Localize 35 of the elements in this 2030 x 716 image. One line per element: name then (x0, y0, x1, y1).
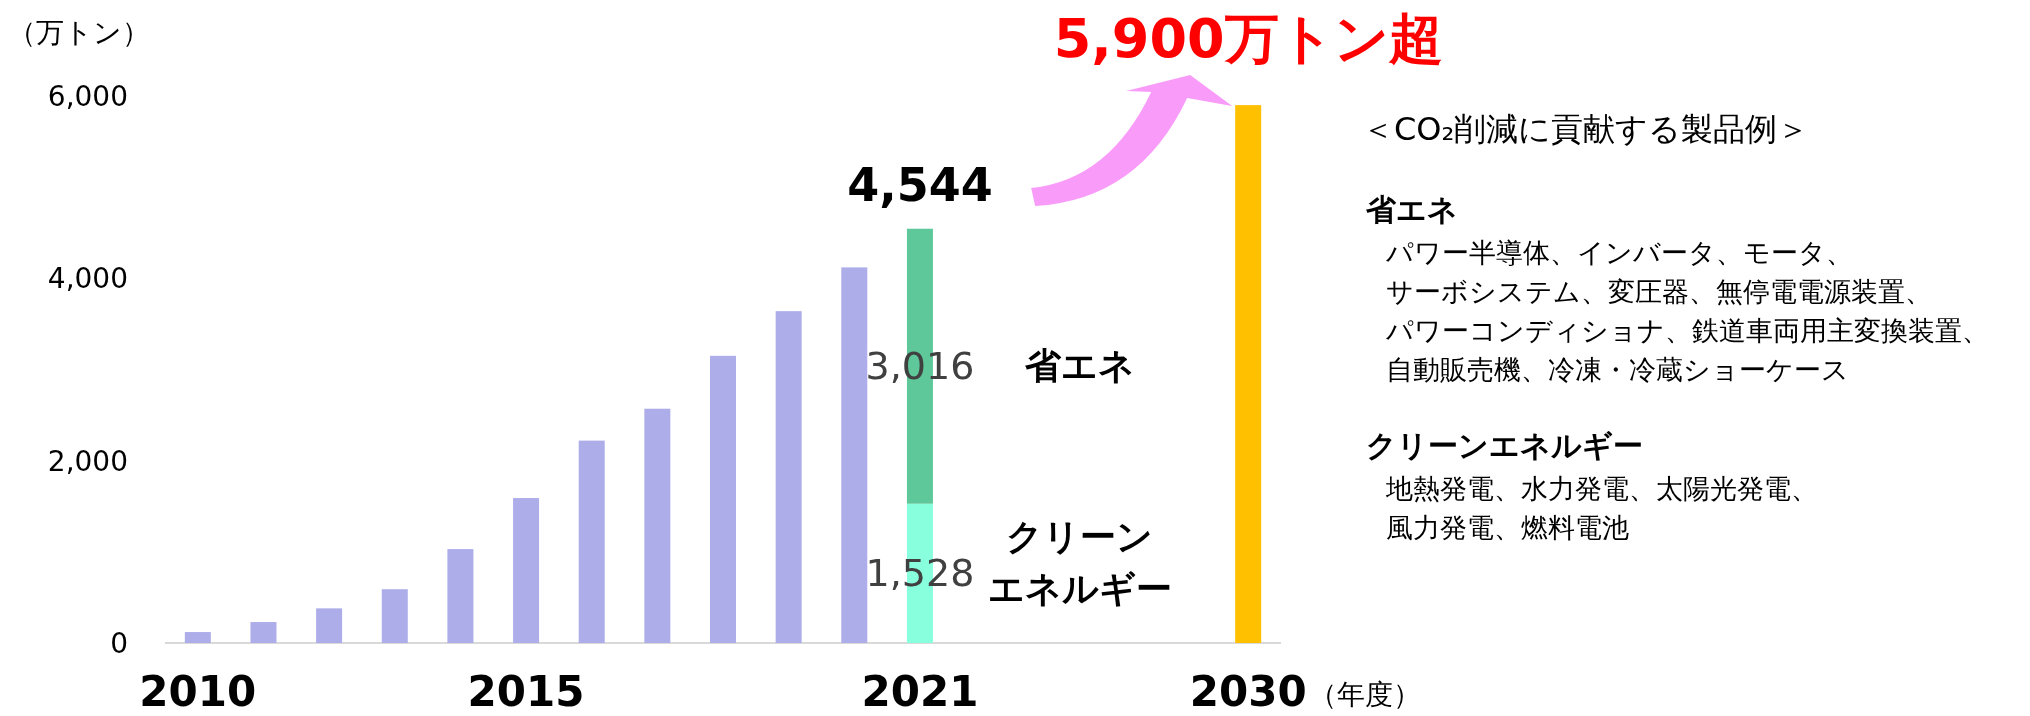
y-tick-label: 6,000 (47, 80, 128, 113)
annotation: 5,900万トン超 (1053, 7, 1443, 71)
bar (644, 408, 671, 643)
y-tick-label: 0 (110, 627, 128, 660)
bar (316, 608, 343, 643)
text: クリーンエネルギー (1366, 428, 1643, 463)
series-label: クリーンエネルギー (987, 516, 1172, 610)
text: パワーコンディショナ、鉄道車両用主変換装置、 (1385, 315, 1989, 346)
text: ＜CO₂削減に貢献する製品例＞ (1362, 110, 1810, 148)
text: 地熱発電、水力発電、太陽光発電、 (1385, 473, 1818, 504)
text: 風力発電、燃料電池 (1386, 512, 1629, 543)
x-axis-title: （年度） (1308, 678, 1421, 711)
bar (250, 622, 277, 643)
bar (513, 498, 540, 643)
bar (184, 632, 211, 643)
y-tick-label: 2,000 (47, 444, 128, 478)
y-axis-title: （万トン） (8, 16, 150, 49)
x-tick-label: 2015 (467, 667, 585, 716)
bar (841, 267, 868, 643)
text: サーボシステム、変圧器、無停電電源装置、 (1386, 276, 1932, 307)
text: 省エネ (1023, 345, 1135, 387)
text: パワー半導体、インバータ、モータ、 (1385, 237, 1853, 268)
x-tick-label: 2021 (861, 667, 979, 716)
total-label: 4,544 (847, 157, 993, 212)
y-tick-label: 4,000 (47, 262, 128, 296)
bar (578, 440, 605, 643)
bar (775, 311, 802, 643)
bar (447, 549, 474, 643)
bar (710, 355, 736, 643)
bar (381, 589, 408, 643)
x-tick-label: 2010 (139, 667, 257, 716)
text: 省エネ (1365, 192, 1458, 227)
bar (1235, 105, 1262, 643)
text: 自動販売機、冷凍・冷蔵ショーケース (1386, 354, 1849, 385)
x-tick-label: 2030 (1189, 667, 1307, 716)
